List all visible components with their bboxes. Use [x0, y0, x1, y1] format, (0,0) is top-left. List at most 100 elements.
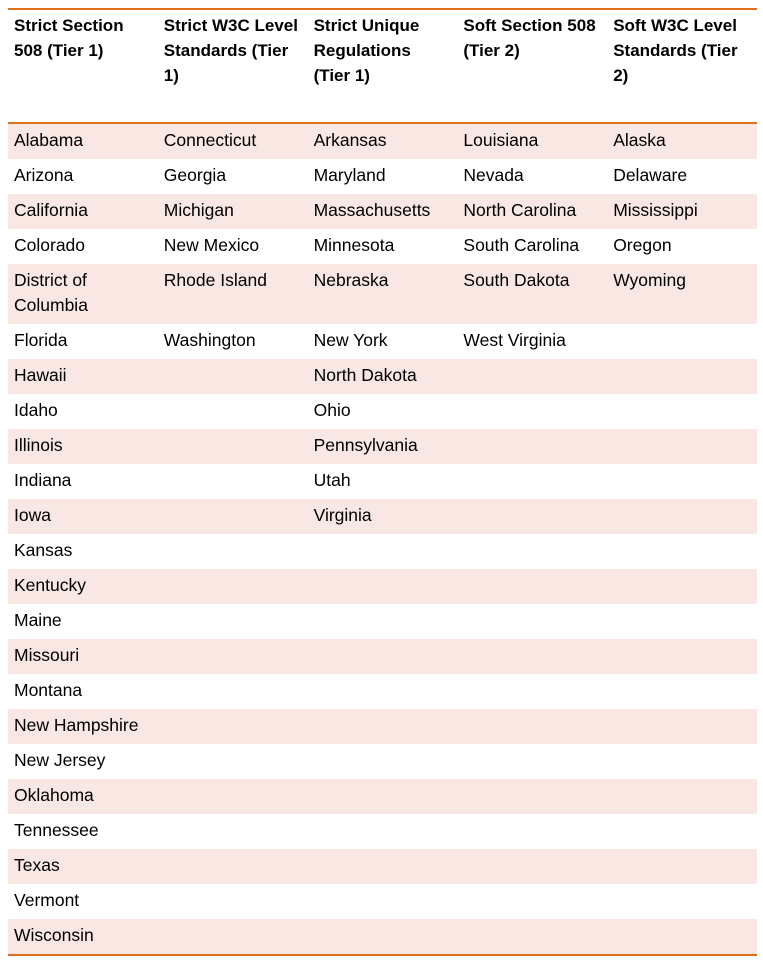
table-cell	[457, 709, 608, 744]
table-cell: Oklahoma	[8, 779, 158, 814]
table-cell	[457, 744, 607, 779]
table-cell	[607, 709, 757, 744]
column-header: Soft Section 508 (Tier 2)	[457, 8, 608, 124]
table-cell: Kentucky	[8, 569, 158, 604]
table-cell	[607, 639, 757, 674]
table-row: Missouri	[8, 639, 757, 674]
table-cell	[607, 499, 757, 534]
table-cell	[457, 814, 607, 849]
table-cell	[607, 884, 757, 919]
table-cell	[457, 394, 607, 429]
table-row: Indiana Utah	[8, 464, 757, 499]
table-cell: Mississippi	[607, 194, 757, 229]
table-cell: Montana	[14, 680, 83, 700]
table-cell	[607, 429, 757, 464]
table-cell	[158, 814, 308, 849]
table-cell: New Jersey	[14, 750, 106, 770]
table-cell: Georgia	[163, 165, 227, 185]
table-cell: Washington	[163, 330, 256, 350]
table-cell	[607, 604, 757, 639]
table-cell: Rhode Island	[157, 264, 308, 324]
table-row: Hawaii North Dakota	[8, 359, 757, 394]
table-cell: Indiana	[14, 470, 72, 490]
table-cell	[308, 814, 458, 849]
table-cell	[457, 849, 608, 884]
table-cell	[307, 919, 458, 956]
table-row: Texas	[8, 849, 757, 884]
table-cell	[157, 499, 308, 534]
table-cell	[607, 744, 757, 779]
table-cell	[157, 849, 308, 884]
table-cell: Pennsylvania	[307, 429, 458, 464]
table-cell	[457, 639, 608, 674]
table-cell	[457, 884, 607, 919]
column-header: Strict W3C Level Standards (Tier 1)	[157, 8, 308, 124]
table-row: New Jersey	[8, 744, 757, 779]
table-cell: Ohio	[313, 400, 351, 420]
table-cell	[157, 919, 308, 956]
table-cell	[157, 429, 308, 464]
table-cell	[457, 464, 607, 499]
table-cell	[158, 674, 308, 709]
table-row: Florida Washington New York West Virginia	[8, 324, 757, 359]
table-row: Maine	[8, 604, 757, 639]
table-row: California Michigan Massachusetts North Car…	[8, 194, 757, 229]
table-cell	[158, 884, 308, 919]
table-row: Wisconsin	[8, 919, 757, 956]
table-cell	[607, 359, 757, 394]
table-cell: Connecticut	[157, 123, 308, 159]
table-cell: Virginia	[307, 499, 458, 534]
table-cell: District of Columbia	[8, 264, 158, 324]
table-cell: New Mexico	[163, 235, 260, 255]
table-cell: West Virginia	[463, 330, 566, 350]
state-accessibility-table: Strict Section 508 (Tier 1) Strict W3C Le…	[8, 8, 757, 956]
table-row: Oklahoma	[8, 779, 757, 814]
table-cell: New Hampshire	[8, 709, 158, 744]
table-cell	[307, 709, 458, 744]
table-cell	[607, 674, 757, 709]
table-cell	[158, 394, 308, 429]
table-cell: Minnesota	[313, 235, 395, 255]
table-cell: California	[8, 194, 158, 229]
table-cell	[157, 569, 308, 604]
table-cell: Vermont	[14, 890, 80, 910]
table-cell	[308, 604, 458, 639]
table-cell	[457, 604, 607, 639]
table-cell	[457, 569, 608, 604]
table-cell: Texas	[8, 849, 158, 884]
table-cell: Idaho	[14, 400, 58, 420]
table-cell: Nevada	[463, 165, 524, 185]
table-cell	[157, 639, 308, 674]
column-header: Strict Unique Regulations (Tier 1)	[307, 8, 458, 124]
table-cell: Maryland	[313, 165, 386, 185]
table-row: District of Columbia Rhode Island Nebraska…	[8, 264, 757, 324]
table-cell: Nebraska	[307, 264, 458, 324]
table-cell	[457, 919, 608, 956]
table-cell: Alaska	[607, 123, 757, 159]
table-cell	[307, 569, 458, 604]
table-cell: Alabama	[8, 123, 158, 159]
table-row: Iowa Virginia	[8, 499, 757, 534]
table-cell: Utah	[313, 470, 351, 490]
table-cell: South Dakota	[457, 264, 608, 324]
table-cell: Missouri	[8, 639, 158, 674]
table-cell	[308, 674, 458, 709]
table-row: Vermont	[8, 884, 757, 919]
table-row: Montana	[8, 674, 757, 709]
table-cell: Arizona	[14, 165, 74, 185]
table-cell	[157, 709, 308, 744]
table-cell: Wyoming	[607, 264, 757, 324]
table-row: Tennessee	[8, 814, 757, 849]
table-cell: North Carolina	[457, 194, 608, 229]
table-cell: Colorado	[14, 235, 86, 255]
table-cell	[607, 464, 757, 499]
table-cell	[307, 849, 458, 884]
table-cell	[607, 569, 757, 604]
table-cell	[457, 499, 608, 534]
table-cell: Wisconsin	[8, 919, 158, 956]
table-cell	[307, 779, 458, 814]
table-cell	[157, 779, 308, 814]
table-cell	[457, 359, 608, 394]
table-cell	[607, 814, 757, 849]
table-cell	[158, 744, 308, 779]
